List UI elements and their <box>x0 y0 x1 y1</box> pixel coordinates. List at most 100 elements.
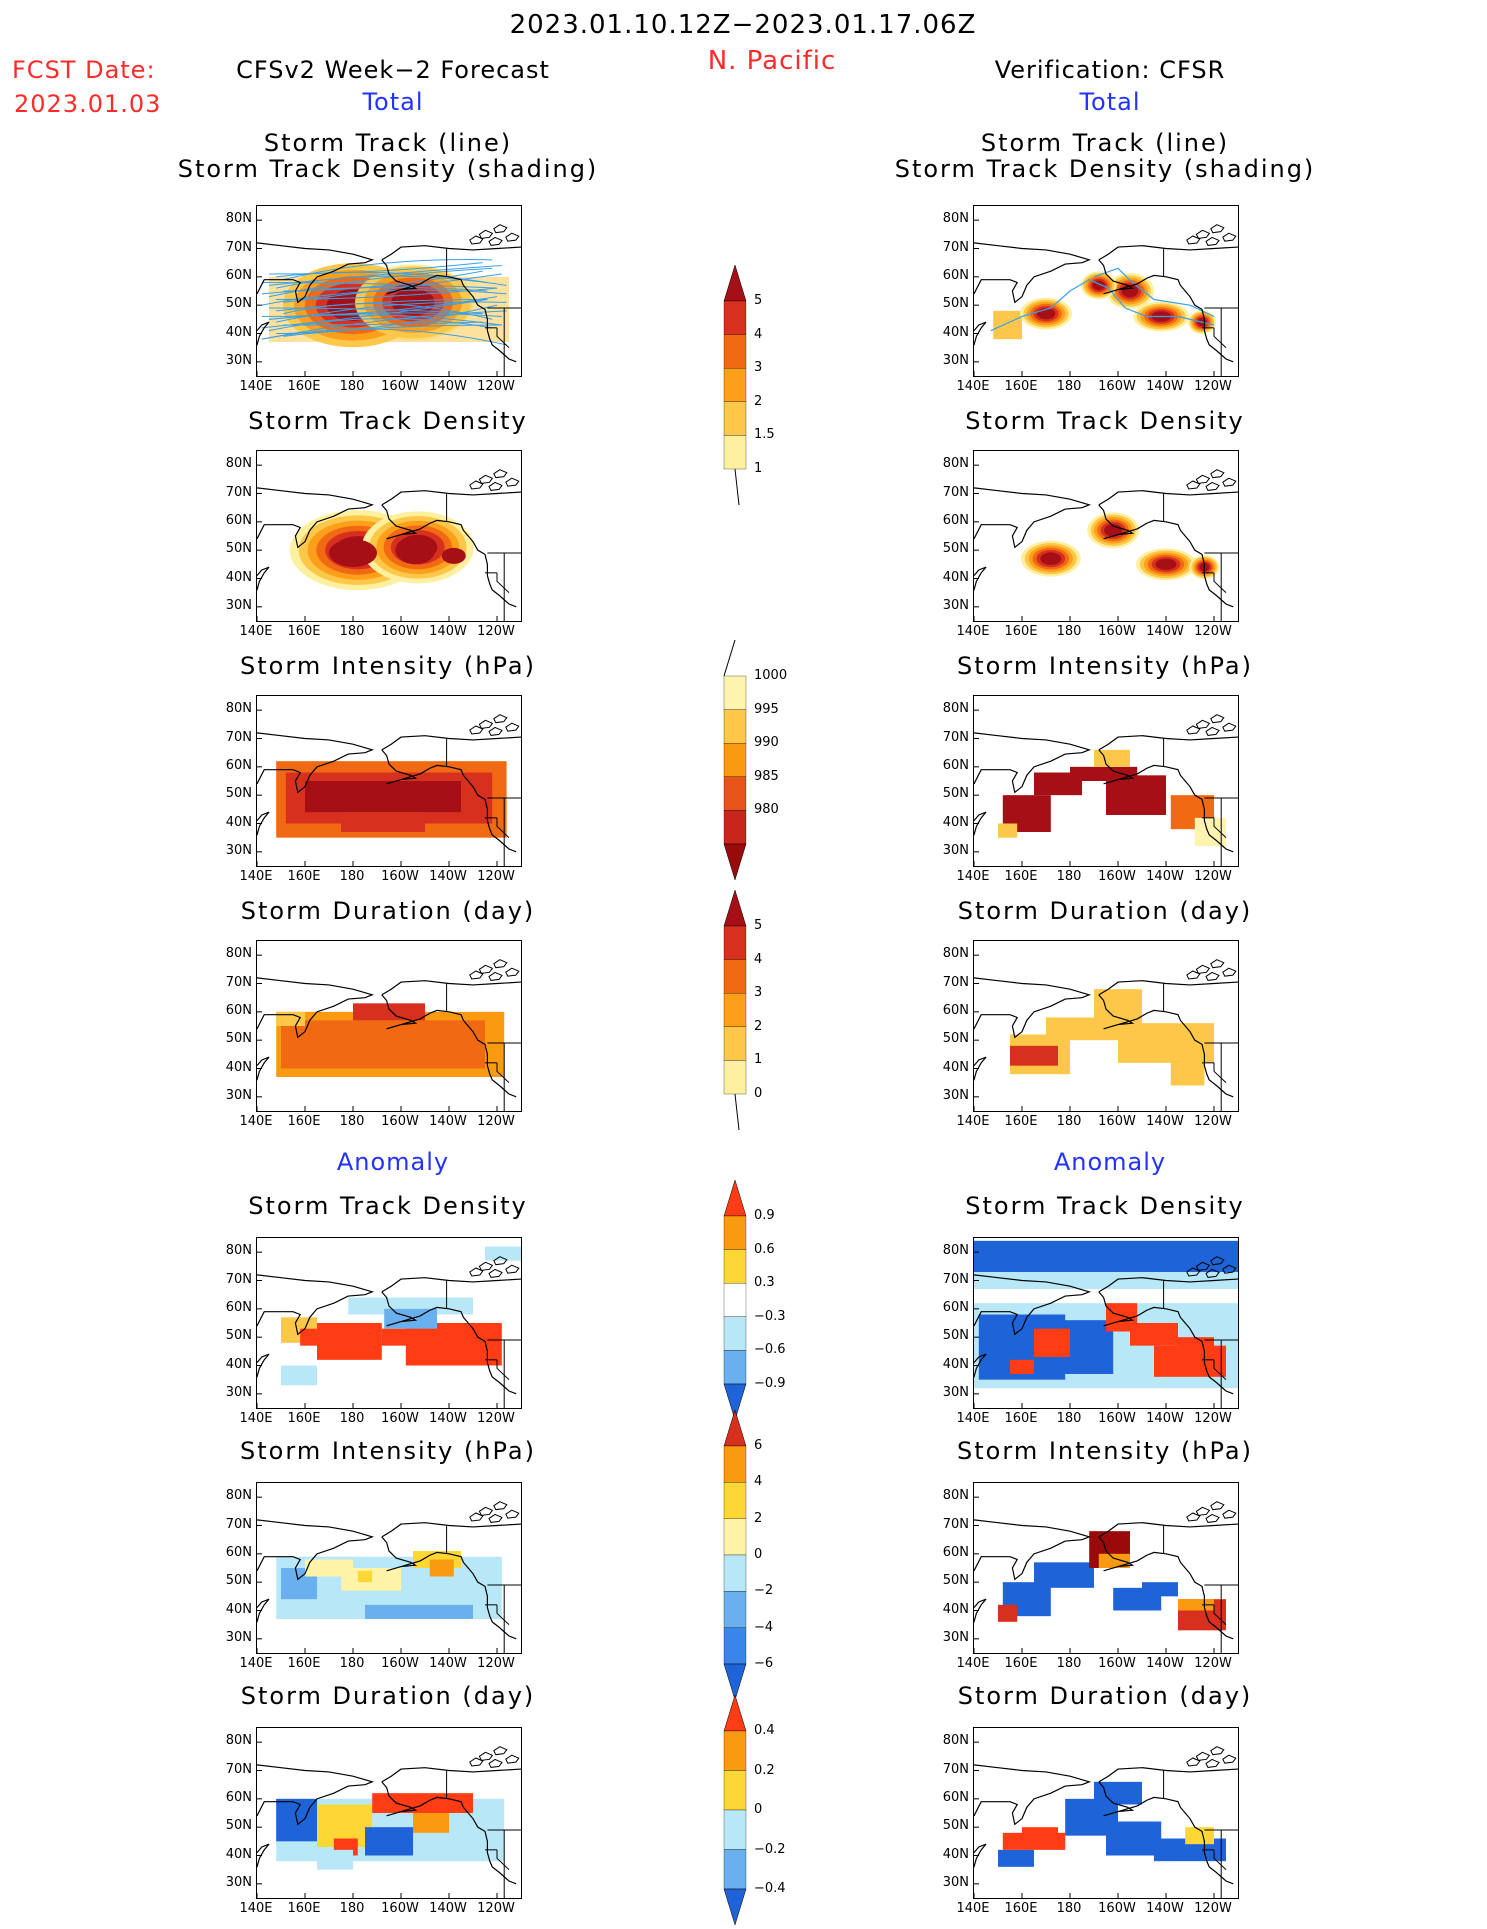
verification-map <box>973 450 1239 622</box>
lat-label: 30N <box>942 1384 969 1400</box>
lat-label: 60N <box>225 1789 252 1805</box>
lon-label: 160E <box>1004 869 1038 884</box>
colorbar-swatch <box>723 743 747 777</box>
colorbar-label: 1.5 <box>754 427 775 443</box>
colorbar-swatch <box>723 993 747 1027</box>
lat-label: 40N <box>942 324 969 340</box>
lat-label: 50N <box>942 1573 969 1589</box>
colorbar-label: −0.6 <box>754 1342 786 1358</box>
colorbar-label: 3 <box>754 985 763 1001</box>
colorbar-intensity_anom: 6 4 2 0 −2 −4 −6 <box>722 1409 804 1701</box>
verification-map <box>973 1237 1239 1409</box>
colorbar-swatch <box>723 334 747 369</box>
lon-label: 160W <box>1098 624 1136 639</box>
lat-label: 50N <box>942 541 969 557</box>
lon-label: 160E <box>287 1114 321 1129</box>
lat-label: 50N <box>942 1328 969 1344</box>
colorbar-swatch <box>723 1809 747 1850</box>
lon-label: 160E <box>1004 379 1038 394</box>
map-plot <box>257 709 521 866</box>
lon-label: 180 <box>1056 1411 1082 1426</box>
map-plot <box>257 1246 521 1408</box>
lat-label: 40N <box>942 1356 969 1372</box>
colorbar-swatch <box>723 1482 747 1519</box>
lat-label: 70N <box>225 239 252 255</box>
lat-label: 70N <box>942 1516 969 1532</box>
lat-label: 80N <box>225 456 252 472</box>
colorbar-label: 1000 <box>754 668 788 683</box>
colorbar-label: 3 <box>754 360 763 376</box>
lat-label: 50N <box>225 1818 252 1834</box>
panel-title: Storm Duration (day) <box>958 1683 1253 1709</box>
lon-label: 140W <box>1146 1901 1184 1916</box>
colorbar-swatch <box>723 1627 747 1665</box>
lon-label: 180 <box>1056 1656 1082 1671</box>
forecast-map <box>256 205 522 377</box>
lon-label: 120W <box>1194 1411 1232 1426</box>
lon-label: 140E <box>956 624 990 639</box>
fcst-date-value: 2023.01.03 <box>14 90 162 118</box>
lat-label: 30N <box>942 352 969 368</box>
colorbar-label: −0.2 <box>754 1841 786 1857</box>
lon-label: 140W <box>1146 1411 1184 1426</box>
map-plot <box>974 709 1238 866</box>
colorbar-swatch <box>723 959 747 994</box>
lon-label: 160W <box>1098 1411 1136 1426</box>
panel-title-line1: Storm Track Density <box>965 407 1245 435</box>
lon-label: 160W <box>381 869 419 884</box>
forecast-total-label: Total <box>362 88 424 116</box>
panel-title-line1: Storm Track Density <box>248 407 528 435</box>
panel-title: Storm Intensity (hPa) <box>240 653 536 679</box>
lon-label: 120W <box>477 1411 515 1426</box>
colorbar-label: 0.9 <box>754 1208 775 1223</box>
colorbar-density: 5 4 3 2 1.5 1 <box>722 264 804 506</box>
colorbar-label: −6 <box>754 1656 774 1671</box>
lon-label: 180 <box>1056 1901 1082 1916</box>
lat-label: 60N <box>942 1544 969 1560</box>
lat-label: 70N <box>942 1761 969 1777</box>
lat-label: 40N <box>225 1059 252 1075</box>
lat-label: 40N <box>942 1846 969 1862</box>
lat-label: 60N <box>942 1299 969 1315</box>
lat-label: 50N <box>942 1818 969 1834</box>
lat-label: 70N <box>225 729 252 745</box>
colorbar-swatch <box>723 1283 747 1317</box>
lon-label: 140W <box>429 1411 467 1426</box>
colorbar-swatch <box>723 1445 747 1483</box>
lat-label: 30N <box>225 1629 252 1645</box>
map-plot <box>257 464 521 621</box>
panel-title: Storm Track Density <box>248 408 527 434</box>
colorbar-swatch <box>723 810 747 845</box>
lat-label: 30N <box>225 1087 252 1103</box>
lon-label: 180 <box>339 1656 365 1671</box>
forecast-map <box>256 1237 522 1409</box>
panel-title-line1: Storm Intensity (hPa) <box>240 652 536 680</box>
colorbar-arrow-top <box>723 264 747 302</box>
panel-title-line1: Storm Track (line) <box>263 129 513 157</box>
colorbar-swatch <box>723 1215 747 1250</box>
lon-label: 180 <box>1056 869 1082 884</box>
lat-label: 30N <box>225 352 252 368</box>
lon-label: 120W <box>477 1656 515 1671</box>
lat-label: 40N <box>225 1846 252 1862</box>
period-title: 2023.01.10.12Z−2023.01.17.06Z <box>509 10 977 40</box>
panel-title-line1: Storm Track (line) <box>980 129 1230 157</box>
colorbar-swatch <box>723 925 747 960</box>
panel-title: Storm Duration (day) <box>241 1683 536 1709</box>
lon-label: 140W <box>1146 1114 1184 1129</box>
colorbar-label: 0.4 <box>754 1723 775 1738</box>
lat-label: 40N <box>225 1356 252 1372</box>
colorbar-label: 985 <box>754 768 779 784</box>
lon-label: 160W <box>381 1656 419 1671</box>
colorbar-label: 1 <box>754 1052 763 1068</box>
colorbar-label: 4 <box>754 951 763 967</box>
lat-label: 70N <box>942 729 969 745</box>
verification-map <box>973 205 1239 377</box>
lon-label: 160E <box>287 1411 321 1426</box>
lat-label: 70N <box>942 239 969 255</box>
panel-title-line1: Storm Duration (day) <box>240 1682 536 1710</box>
lat-label: 80N <box>225 1733 252 1749</box>
verification-map <box>973 1482 1239 1654</box>
lat-label: 80N <box>942 211 969 227</box>
panel-title: Storm Duration (day) <box>958 898 1253 924</box>
